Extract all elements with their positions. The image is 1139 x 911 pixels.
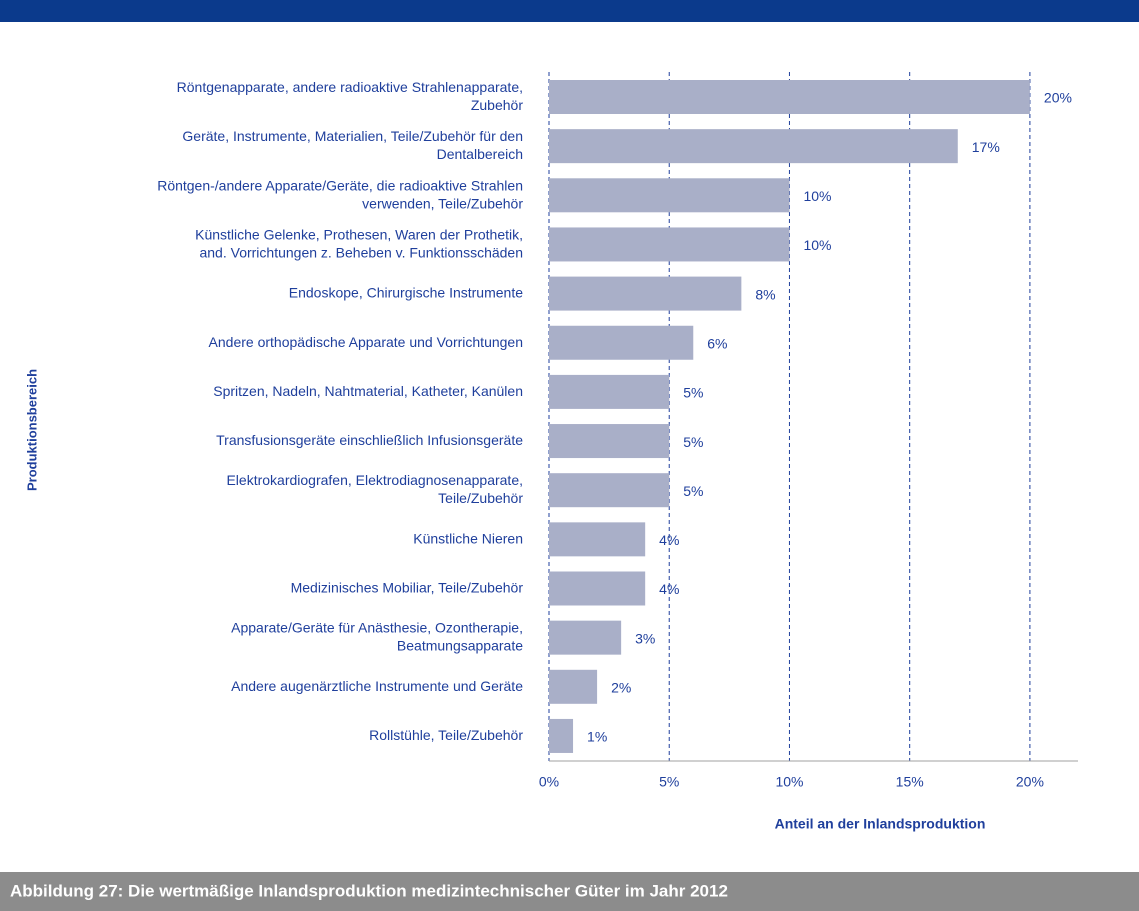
value-label: 20% — [1044, 90, 1072, 106]
y-tick-label: Künstliche Nieren — [413, 530, 523, 546]
y-tick-label: Rollstühle, Teile/Zubehör — [369, 727, 523, 743]
value-label: 4% — [659, 581, 679, 597]
y-tick-label: Spritzen, Nadeln, Nahtmaterial, Katheter… — [213, 383, 523, 399]
x-tick-label: 15% — [896, 774, 924, 790]
y-tick-label: Elektrokardiografen, Elektrodiagnosenapp… — [226, 472, 523, 506]
value-label: 17% — [972, 139, 1000, 155]
bar — [549, 669, 598, 704]
value-label: 2% — [611, 680, 631, 696]
bar — [549, 227, 790, 262]
bar — [549, 178, 790, 213]
value-label: 8% — [755, 286, 775, 302]
y-tick-label: Medizinisches Mobiliar, Teile/Zubehör — [291, 579, 524, 595]
value-label: 5% — [683, 483, 703, 499]
y-tick-label: Künstliche Gelenke, Prothesen, Waren der… — [195, 226, 523, 260]
bar — [549, 522, 646, 557]
value-label: 6% — [707, 335, 727, 351]
x-tick-label: 20% — [1016, 774, 1044, 790]
header-band — [0, 0, 1139, 22]
y-tick-label: Apparate/Geräte für Anästhesie, Ozonther… — [231, 619, 523, 653]
y-tick-label: Röntgen-/andere Apparate/Geräte, die rad… — [157, 177, 523, 211]
y-tick-label: Röntgenapparate, andere radioaktive Stra… — [177, 79, 524, 113]
bar — [549, 325, 694, 360]
y-tick-label: Geräte, Instrumente, Materialien, Teile/… — [182, 128, 523, 162]
value-label: 4% — [659, 532, 679, 548]
value-label: 3% — [635, 630, 655, 646]
caption-band — [0, 872, 1139, 911]
x-axis-label: Anteil an der Inlandsproduktion — [775, 816, 986, 832]
bar — [549, 276, 742, 311]
y-axis-label: Produktionsbereich — [24, 369, 39, 491]
bar — [549, 374, 670, 409]
x-tick-label: 10% — [775, 774, 803, 790]
bar — [549, 718, 574, 753]
y-tick-label: Transfusionsgeräte einschließlich Infusi… — [216, 432, 523, 448]
y-tick-label: Andere orthopädische Apparate und Vorric… — [209, 333, 523, 349]
value-label: 5% — [683, 434, 703, 450]
value-label: 10% — [803, 188, 831, 204]
x-tick-label: 0% — [539, 774, 559, 790]
value-label: 1% — [587, 729, 607, 745]
bar — [549, 129, 958, 164]
value-label: 10% — [803, 237, 831, 253]
y-tick-label: Andere augenärztliche Instrumente und Ge… — [231, 678, 523, 694]
y-tick-label: Endoskope, Chirurgische Instrumente — [289, 284, 523, 300]
bar — [549, 571, 646, 606]
x-tick-label: 5% — [659, 774, 679, 790]
bar — [549, 473, 670, 508]
bar — [549, 80, 1030, 114]
value-label: 5% — [683, 385, 703, 401]
bar — [549, 620, 622, 655]
caption: Abbildung 27: Die wertmäßige Inlandsprod… — [10, 881, 728, 900]
bar — [549, 424, 670, 459]
